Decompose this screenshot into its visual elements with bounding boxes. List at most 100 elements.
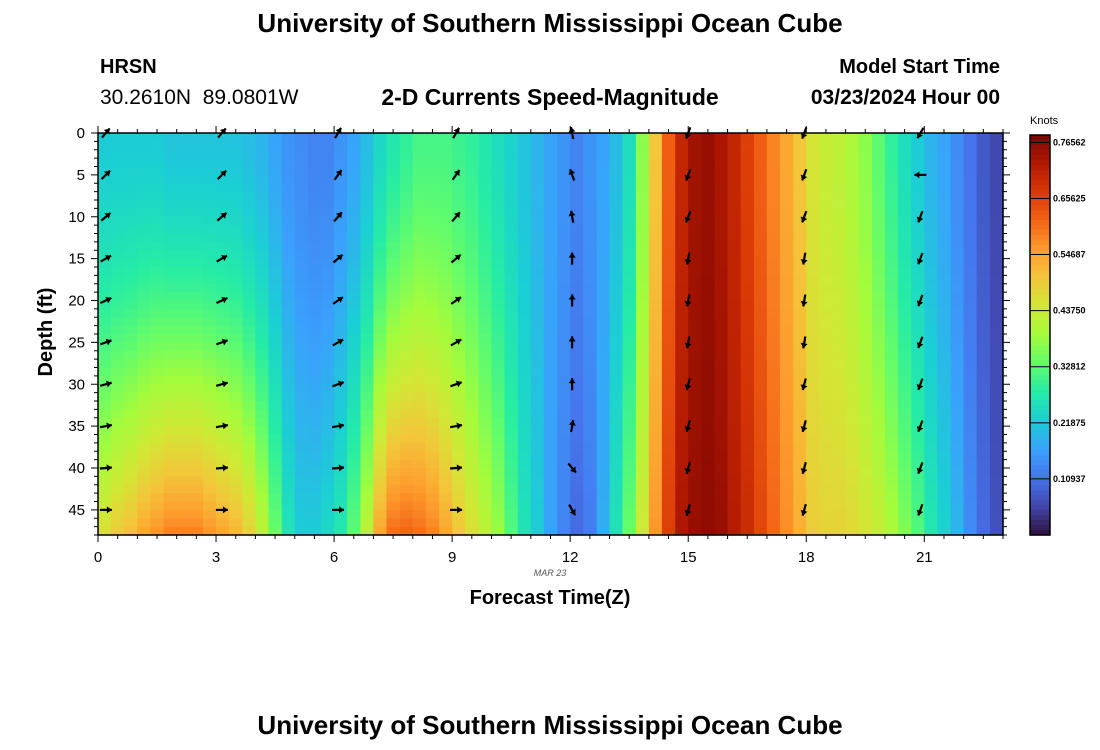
vector-head	[106, 422, 112, 430]
heatmap-cell	[990, 283, 1004, 293]
heatmap-cell	[163, 191, 178, 201]
heatmap-cell	[845, 375, 860, 385]
heatmap-cell	[137, 300, 151, 310]
heatmap-cell	[360, 200, 375, 209]
heatmap-cell	[950, 334, 965, 343]
heatmap-cell	[570, 401, 584, 410]
heatmap-cell	[819, 350, 834, 360]
heatmap-cell	[622, 225, 637, 235]
heatmap-cell	[924, 174, 938, 184]
heatmap-cell	[990, 300, 1004, 310]
heatmap-cell	[321, 501, 335, 511]
heatmap-cell	[176, 133, 191, 142]
heatmap-cell	[766, 384, 781, 394]
colorbar-segment	[1030, 150, 1050, 156]
heatmap-cell	[452, 350, 466, 360]
heatmap-cell	[950, 183, 965, 193]
heatmap-cell	[963, 459, 978, 469]
heatmap-cell	[635, 493, 650, 503]
heatmap-cell	[557, 216, 571, 226]
heatmap-cell	[452, 342, 466, 352]
heatmap-cell	[150, 208, 165, 218]
heatmap-cell	[347, 392, 362, 402]
heatmap-cell	[963, 250, 978, 260]
current-vector	[684, 420, 692, 433]
heatmap-cell	[386, 468, 401, 477]
colorbar-segment	[1030, 435, 1050, 441]
heatmap-cell	[399, 501, 414, 511]
heatmap-cell	[229, 233, 244, 243]
heatmap-cell	[124, 292, 138, 302]
heatmap-cell	[176, 225, 191, 235]
heatmap-cell	[845, 526, 860, 536]
heatmap-cell	[727, 292, 742, 302]
heatmap-cell	[963, 375, 978, 385]
heatmap-cell	[688, 359, 702, 369]
heatmap-cell	[176, 325, 191, 335]
heatmap-cell	[294, 342, 309, 352]
heatmap-cell	[635, 442, 650, 452]
heatmap-cell	[937, 141, 952, 151]
heatmap-cell	[622, 459, 637, 469]
heatmap-cell	[701, 317, 716, 327]
heatmap-cell	[648, 367, 663, 377]
heatmap-cell	[714, 459, 729, 469]
heatmap-cell	[819, 518, 834, 528]
heatmap-cell	[504, 241, 519, 251]
heatmap-cell	[268, 426, 283, 436]
heatmap-cell	[779, 484, 794, 494]
heatmap-cell	[832, 283, 847, 293]
heatmap-cell	[924, 476, 938, 486]
heatmap-cell	[439, 417, 453, 427]
heatmap-cell	[583, 526, 598, 536]
heatmap-cell	[150, 459, 165, 469]
heatmap-cell	[727, 426, 742, 436]
heatmap-cell	[491, 526, 506, 536]
heatmap-cell	[911, 149, 925, 159]
heatmap-cell	[255, 342, 269, 352]
heatmap-cell	[281, 518, 296, 528]
heatmap-cell	[163, 250, 178, 260]
heatmap-cell	[845, 334, 860, 343]
heatmap-cell	[950, 241, 965, 251]
heatmap-cell	[163, 149, 178, 159]
heatmap-cell	[281, 417, 296, 427]
colorbar-segment	[1030, 525, 1050, 531]
heatmap-cell	[530, 451, 545, 461]
heatmap-cell	[871, 275, 886, 285]
heatmap-cell	[832, 158, 847, 168]
heatmap-cell	[530, 367, 545, 377]
heatmap-cell	[583, 216, 598, 226]
current-vector	[568, 336, 576, 349]
heatmap-cell	[543, 191, 558, 201]
heatmap-cell	[452, 367, 466, 377]
heatmap-cell	[399, 434, 414, 444]
heatmap-cell	[950, 200, 965, 209]
vector-head	[800, 342, 808, 349]
heatmap-cell	[150, 308, 165, 318]
heatmap-cell	[832, 409, 847, 419]
heatmap-cell	[950, 166, 965, 176]
heatmap-cell	[858, 133, 873, 142]
heatmap-cell	[307, 484, 322, 494]
current-vector	[99, 338, 112, 346]
heatmap-cell	[648, 459, 663, 469]
heatmap-cell	[609, 384, 624, 394]
heatmap-cell	[439, 451, 453, 461]
heatmap-cell	[334, 141, 348, 151]
heatmap-cell	[517, 426, 532, 436]
heatmap-cell	[740, 350, 755, 360]
heatmap-cell	[543, 401, 558, 410]
heatmap-cell	[110, 451, 125, 461]
heatmap-cell	[858, 174, 873, 184]
heatmap-cell	[478, 191, 493, 201]
heatmap-cell	[779, 426, 794, 436]
vector-head	[568, 378, 576, 384]
heatmap-cell	[137, 434, 151, 444]
heatmap-cell	[911, 141, 925, 151]
heatmap-cell	[924, 325, 938, 335]
heatmap-cell	[307, 417, 322, 427]
heatmap-cell	[189, 174, 204, 184]
heatmap-cell	[216, 166, 230, 176]
heatmap-cell	[635, 200, 650, 209]
